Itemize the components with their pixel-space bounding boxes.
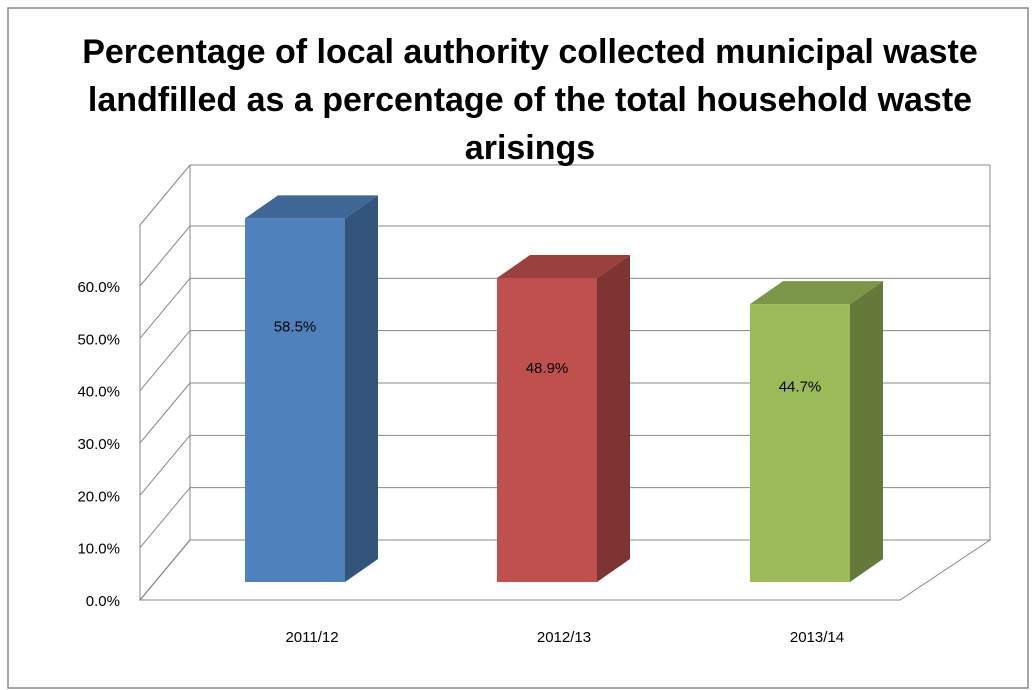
y-tick-label: 10.0% xyxy=(77,541,120,558)
y-tick-label: 0.0% xyxy=(86,593,120,610)
bar xyxy=(245,218,345,582)
grid-line-side xyxy=(139,278,191,339)
bar-top xyxy=(750,281,883,305)
data-label: 44.7% xyxy=(779,378,822,395)
grid-line-side xyxy=(139,487,191,548)
bar xyxy=(750,304,850,582)
data-label: 48.9% xyxy=(526,360,569,377)
side-wall-top xyxy=(139,164,191,226)
bar-side xyxy=(850,281,883,582)
grid-line-side xyxy=(139,382,191,444)
y-tick-label: 20.0% xyxy=(77,488,120,505)
y-tick-label: 30.0% xyxy=(77,436,120,453)
x-tick-label: 2012/13 xyxy=(537,629,591,646)
grid-line-side xyxy=(139,435,191,496)
bar xyxy=(497,278,597,582)
y-tick-label: 60.0% xyxy=(77,279,120,296)
bar-top xyxy=(497,255,630,279)
frame xyxy=(7,7,1029,689)
x-tick-label: 2013/14 xyxy=(790,629,844,646)
data-label: 58.5% xyxy=(274,318,317,335)
bar-side xyxy=(345,195,378,582)
bar-side xyxy=(597,255,630,582)
x-tick-label: 2011/12 xyxy=(285,629,338,646)
grid-line-side xyxy=(139,330,191,391)
grid-line-side xyxy=(139,539,191,601)
bar-top xyxy=(245,195,378,219)
chart-title: Percentage of local authority collected … xyxy=(82,33,978,167)
y-tick-label: 40.0% xyxy=(77,384,120,401)
grid-line-side xyxy=(139,225,191,287)
y-tick-label: 50.0% xyxy=(77,331,120,348)
